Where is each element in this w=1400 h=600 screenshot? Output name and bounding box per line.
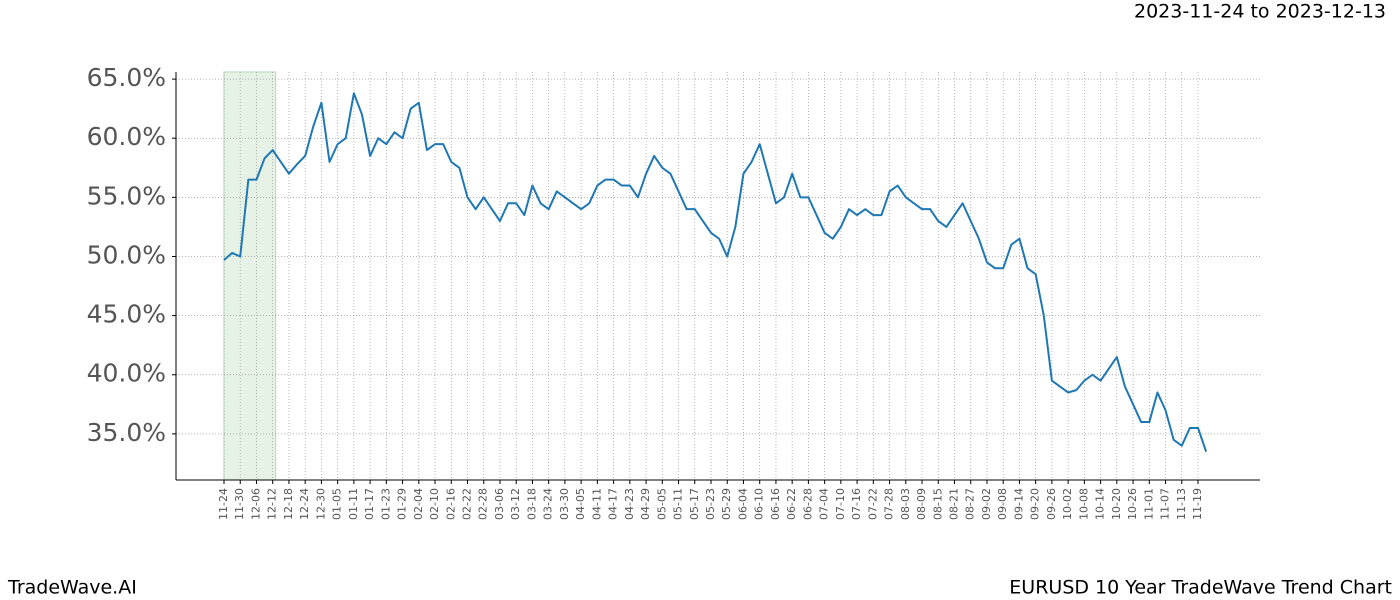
x-tick-label: 02-04 xyxy=(412,488,425,520)
y-tick-label: 65.0% xyxy=(87,63,166,92)
x-tick-label: 06-04 xyxy=(736,488,749,520)
x-tick-label: 12-18 xyxy=(282,488,295,520)
x-tick-label: 12-24 xyxy=(298,488,311,520)
x-tick-label: 10-14 xyxy=(1094,488,1107,520)
x-tick-label: 02-22 xyxy=(461,488,474,520)
subtitle: 2023-11-24 to 2023-12-13 xyxy=(1134,1,1386,23)
x-tick-label: 06-10 xyxy=(753,488,766,520)
x-tick-label: 01-23 xyxy=(379,488,392,520)
x-tick-label: 01-11 xyxy=(347,488,360,520)
x-tick-label: 08-03 xyxy=(899,488,912,520)
x-tick-label: 07-10 xyxy=(834,488,847,520)
x-tick-label: 05-17 xyxy=(688,488,701,520)
highlight-region xyxy=(223,71,277,481)
y-tick-label: 60.0% xyxy=(87,122,166,151)
x-tick-label: 11-24 xyxy=(217,488,230,520)
x-tick-label: 10-08 xyxy=(1077,488,1090,520)
x-tick-label: 08-15 xyxy=(931,488,944,520)
x-tick-label: 04-11 xyxy=(590,488,603,520)
x-tick-label: 01-17 xyxy=(363,488,376,520)
x-tick-label: 03-06 xyxy=(493,488,506,520)
x-tick-label: 11-01 xyxy=(1142,488,1155,520)
x-tick-label: 08-09 xyxy=(915,488,928,520)
x-tick-label: 05-05 xyxy=(655,488,668,520)
x-tick-label: 10-02 xyxy=(1061,488,1074,520)
x-tick-label: 07-28 xyxy=(883,488,896,520)
x-tick-label: 03-24 xyxy=(542,488,555,520)
x-tick-label: 11-07 xyxy=(1159,488,1172,520)
x-tick-label: 01-29 xyxy=(396,488,409,520)
x-tick-label: 01-05 xyxy=(331,488,344,520)
x-tick-label: 05-29 xyxy=(720,488,733,520)
footer-left: TradeWave.AI xyxy=(7,577,137,599)
x-tick-label: 12-30 xyxy=(314,488,327,520)
x-tick-label: 06-16 xyxy=(769,488,782,520)
x-tick-label: 07-04 xyxy=(818,488,831,520)
x-tick-label: 07-16 xyxy=(850,488,863,520)
x-tick-label: 10-20 xyxy=(1110,488,1123,520)
x-tick-label: 09-26 xyxy=(1045,488,1058,520)
x-tick-label: 03-12 xyxy=(509,488,522,520)
x-tick-label: 11-30 xyxy=(233,488,246,520)
x-tick-label: 04-23 xyxy=(623,488,636,520)
y-tick-label: 40.0% xyxy=(87,359,166,388)
x-tick-label: 12-12 xyxy=(266,488,279,520)
x-tick-label: 03-18 xyxy=(525,488,538,520)
x-tick-label: 09-14 xyxy=(1012,488,1025,520)
footer-right: EURUSD 10 Year TradeWave Trend Chart xyxy=(1009,577,1392,599)
x-tick-label: 06-28 xyxy=(801,488,814,520)
y-tick-label: 55.0% xyxy=(87,181,166,210)
y-tick-label: 35.0% xyxy=(87,418,166,447)
trend-line xyxy=(223,92,1208,452)
x-tick-label: 08-27 xyxy=(964,488,977,520)
x-tick-label: 10-26 xyxy=(1126,488,1139,520)
x-tick-label: 04-05 xyxy=(574,488,587,520)
x-tick-label: 03-30 xyxy=(558,488,571,520)
x-tick-label: 12-06 xyxy=(249,488,262,520)
x-tick-label: 09-02 xyxy=(980,488,993,520)
x-tick-label: 06-22 xyxy=(785,488,798,520)
x-tick-label: 11-19 xyxy=(1191,488,1204,520)
x-tick-label: 02-16 xyxy=(444,488,457,520)
x-tick-label: 08-21 xyxy=(948,488,961,520)
x-tick-label: 02-28 xyxy=(477,488,490,520)
y-tick-label: 50.0% xyxy=(87,240,166,269)
x-tick-label: 09-08 xyxy=(996,488,1009,520)
x-tick-label: 04-17 xyxy=(607,488,620,520)
x-tick-label: 09-20 xyxy=(1029,488,1042,520)
x-tick-label: 07-22 xyxy=(866,488,879,520)
x-tick-label: 05-11 xyxy=(672,488,685,520)
x-tick-label: 11-13 xyxy=(1175,488,1188,520)
x-tick-label: 02-10 xyxy=(428,488,441,520)
x-tick-label: 04-29 xyxy=(639,488,652,520)
y-tick-label: 45.0% xyxy=(87,300,166,329)
x-tick-label: 05-23 xyxy=(704,488,717,520)
